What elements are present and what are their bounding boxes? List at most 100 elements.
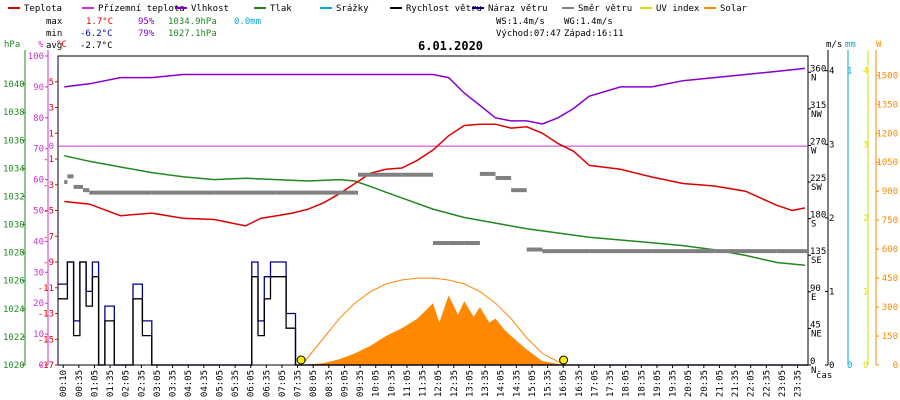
temp-tick-label-9: 1 [49,129,54,139]
time-label-42: 21:05 [715,370,725,397]
w-tick-label-8: 1200 [876,129,898,139]
hpa-tick-label-10: 1040 [3,80,25,90]
w-tick-label-7: 1050 [876,158,898,168]
pct-tick-label-3: 30 [33,268,44,278]
temp-tick-label-6: -5 [43,207,54,217]
time-label-41: 20:35 [700,370,710,397]
stat-wg: WG:1.4m/s [564,17,613,27]
temp-tick-label-3: -11 [38,284,54,294]
time-label-3: 01:35 [106,370,116,397]
legend-label-8: UV index [656,4,700,14]
legend-label-7: Směr větru [578,4,632,14]
dir-compass-label-2: E [811,293,816,303]
time-label-45: 22:35 [762,370,772,397]
mm-tick-label-1: 1 [847,67,852,77]
time-label-31: 15:35 [544,370,554,397]
time-label-23: 11:35 [419,370,429,397]
stat-max-label: max [46,17,63,27]
temp-tick-label-4: -9 [43,258,54,268]
temp-tick-label-11: 5 [49,78,54,88]
dir-compass-label-3: SE [811,256,822,266]
temp-axis-unit: °C [56,40,67,50]
time-label-47: 23:35 [794,370,804,397]
legend-label-4: Srážky [336,4,369,14]
hpa-tick-label-3: 1026 [3,277,25,287]
humidity-line [64,67,805,125]
pct-tick-label-4: 40 [33,237,44,247]
stat-max-temp: 1.7°C [86,17,113,27]
sunset-marker [559,355,569,365]
time-label-46: 23:05 [778,370,788,397]
legend-label-1: Přízemní teplota [98,4,185,14]
stats-block: max 1.7°C 95% 1034.9hPa 0.0mm min -6.2°C… [46,17,624,51]
ms-tick-label-2: 2 [829,214,834,224]
ms-tick-label-0: 0 [829,361,834,371]
legend-label-9: Solar [720,4,748,14]
w-tick-label-2: 300 [882,303,898,313]
dir-tick-label-2: 90 [810,284,821,294]
hpa-tick-label-2: 1024 [3,305,25,315]
pct-tick-label-1: 10 [33,330,44,340]
time-label-26: 13:05 [465,370,475,397]
w-axis-unit: W [876,40,882,50]
stat-avg-label: avg [46,41,62,51]
w-tick-label-1: 150 [882,332,898,342]
time-label-5: 02:35 [137,370,147,397]
uv-tick-label-0: 0 [863,361,868,371]
dir-compass-label-7: NW [811,110,822,120]
hpa-tick-label-1: 1022 [3,333,25,343]
ms-tick-label-3: 3 [829,140,834,150]
pct-tick-label-5: 50 [33,207,44,217]
time-label-27: 13:35 [481,370,491,397]
time-label-15: 07:35 [294,370,304,397]
chart-title: 6.01.2020 [418,39,483,53]
dir-compass-label-4: S [811,220,816,230]
temp-tick-label-8: -1 [43,155,54,165]
temp-tick-label-7: -3 [43,181,54,191]
hpa-tick-label-6: 1032 [3,192,25,202]
ms-tick-label-4: 4 [829,67,834,77]
dir-compass-label-5: SW [811,183,822,193]
time-label-6: 03:05 [153,370,163,397]
dir-compass-label-1: NE [811,329,822,339]
dir-tick-label-3: 135 [810,247,826,257]
stat-min-temp: -6.2°C [80,29,113,39]
dir-tick-label-4: 180 [810,211,826,221]
dir-tick-label-5: 225 [810,174,826,184]
plot-area [58,67,808,366]
legend-label-3: Tlak [270,4,292,14]
pressure-line [64,154,805,267]
time-label-4: 02:05 [122,370,132,397]
stat-min-label: min [46,29,62,39]
stat-sunrise: Východ:07:47 [496,29,561,39]
dir-tick-label-7: 315 [810,101,826,111]
uv-tick-label-1: 1 [863,287,868,297]
time-label-20: 10:05 [372,370,382,397]
w-tick-label-6: 900 [882,187,898,197]
wind-speed-line [58,261,808,366]
hpa-tick-label-7: 1034 [3,164,25,174]
stat-rain: 0.0mm [234,17,261,27]
time-label-9: 04:35 [200,370,210,397]
mm-tick-label-0: 0 [847,361,852,371]
time-label-10: 05:05 [215,370,225,397]
w-tick-label-10: 1500 [876,71,898,81]
time-label-1: 00:35 [75,370,85,397]
temp-tick-label-2: -13 [38,310,54,320]
w-tick-label-3: 450 [882,274,898,284]
dir-compass-label-8: N [811,73,816,83]
temp-tick-label-0: -17 [38,361,54,371]
x-axis-label: čas [816,370,832,381]
pct-tick-label-8: 80 [33,114,44,124]
dir-tick-label-6: 270 [810,137,826,147]
stat-max-hum: 95% [138,17,155,27]
time-label-2: 01:05 [90,370,100,397]
time-label-40: 20:05 [684,370,694,397]
time-label-18: 09:05 [340,370,350,397]
pct-tick-label-9: 90 [33,83,44,93]
time-label-7: 03:35 [169,370,179,397]
axes: hPa1020102210241026102810301032103410361… [3,40,898,397]
legend-label-6: Náraz větru [488,4,548,14]
hpa-axis-unit: hPa [4,40,20,50]
